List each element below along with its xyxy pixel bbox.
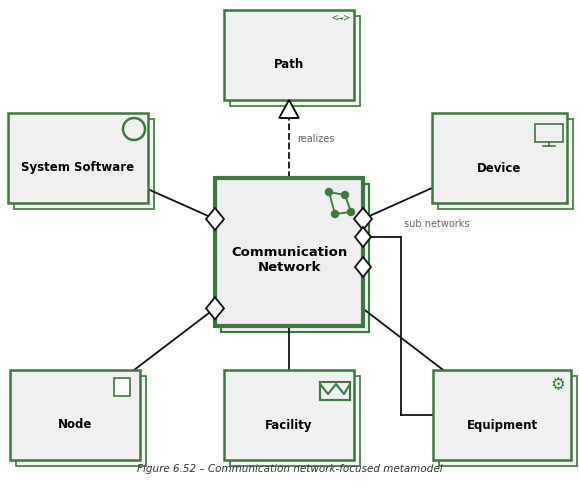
Circle shape xyxy=(342,192,349,198)
Polygon shape xyxy=(206,297,224,319)
Polygon shape xyxy=(279,100,299,118)
Bar xyxy=(224,10,354,100)
Bar xyxy=(230,16,360,106)
Text: Communication
Network: Communication Network xyxy=(231,246,347,274)
Bar xyxy=(114,378,130,396)
Text: Figure 6.52 – Communication network-focused metamodel: Figure 6.52 – Communication network-focu… xyxy=(137,464,442,474)
Text: Facility: Facility xyxy=(265,419,313,432)
Bar xyxy=(230,376,360,466)
Polygon shape xyxy=(206,208,224,230)
Text: <→>: <→> xyxy=(331,14,350,24)
Bar xyxy=(221,184,369,332)
Circle shape xyxy=(332,211,339,217)
Text: Device: Device xyxy=(477,162,521,175)
Text: Equipment: Equipment xyxy=(467,419,537,432)
Bar xyxy=(8,113,148,203)
Text: Path: Path xyxy=(274,59,304,72)
Circle shape xyxy=(325,188,332,196)
Bar xyxy=(431,113,566,203)
Bar xyxy=(438,119,573,209)
Bar xyxy=(224,370,354,460)
Polygon shape xyxy=(355,227,371,247)
Circle shape xyxy=(347,209,354,215)
Bar xyxy=(14,119,154,209)
Bar xyxy=(433,370,571,460)
Bar xyxy=(215,178,363,326)
Text: System Software: System Software xyxy=(21,162,134,175)
Bar xyxy=(10,370,140,460)
Bar xyxy=(534,124,563,142)
Bar xyxy=(439,376,577,466)
Bar xyxy=(16,376,146,466)
Polygon shape xyxy=(354,208,372,230)
Text: Node: Node xyxy=(58,419,92,432)
Text: sub networks: sub networks xyxy=(404,219,470,229)
Text: ⚙: ⚙ xyxy=(550,376,565,394)
Text: realizes: realizes xyxy=(297,134,335,144)
Polygon shape xyxy=(355,257,371,277)
